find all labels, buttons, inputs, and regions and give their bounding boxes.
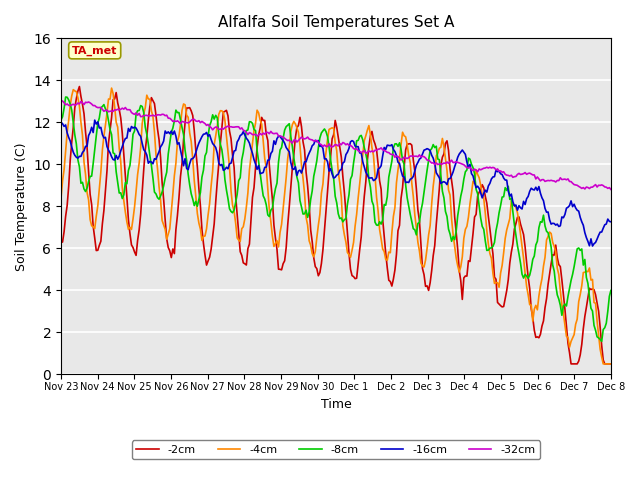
-32cm — [577, 184, 584, 190]
-16cm — [126, 129, 134, 134]
-4cm — [223, 134, 230, 140]
-8cm — [62, 94, 70, 100]
-2cm — [76, 84, 83, 89]
-2cm — [579, 326, 587, 332]
Legend: -2cm, -4cm, -8cm, -16cm, -32cm: -2cm, -4cm, -8cm, -16cm, -32cm — [132, 441, 540, 459]
-16cm — [91, 117, 99, 123]
-32cm — [57, 98, 65, 104]
Line: -2cm: -2cm — [61, 86, 611, 364]
-2cm — [299, 139, 307, 144]
-4cm — [57, 195, 65, 201]
-4cm — [250, 127, 258, 133]
-8cm — [126, 163, 134, 168]
-4cm — [108, 85, 115, 91]
-4cm — [241, 216, 249, 222]
-2cm — [57, 240, 65, 245]
-8cm — [578, 246, 586, 252]
-8cm — [241, 139, 249, 144]
-16cm — [589, 243, 596, 249]
-4cm — [126, 225, 134, 230]
-16cm — [223, 165, 230, 170]
Line: -16cm: -16cm — [61, 120, 611, 246]
-8cm — [598, 338, 605, 344]
-32cm — [239, 127, 247, 133]
Text: TA_met: TA_met — [72, 45, 117, 56]
-2cm — [250, 185, 258, 191]
Title: Alfalfa Soil Temperatures Set A: Alfalfa Soil Temperatures Set A — [218, 15, 454, 30]
-8cm — [57, 117, 65, 123]
-8cm — [250, 127, 258, 132]
Line: -4cm: -4cm — [61, 88, 611, 364]
-2cm — [607, 361, 614, 367]
-32cm — [298, 134, 305, 140]
Line: -32cm: -32cm — [61, 101, 611, 190]
X-axis label: Time: Time — [321, 397, 351, 410]
Y-axis label: Soil Temperature (C): Soil Temperature (C) — [15, 142, 28, 271]
-16cm — [578, 219, 586, 225]
-32cm — [607, 187, 614, 192]
-2cm — [126, 231, 134, 237]
-2cm — [241, 261, 249, 267]
-2cm — [223, 108, 230, 113]
-16cm — [299, 165, 307, 171]
-32cm — [125, 107, 132, 112]
-2cm — [567, 361, 575, 367]
-32cm — [248, 132, 256, 137]
-4cm — [607, 361, 614, 367]
-4cm — [299, 175, 307, 181]
-16cm — [607, 219, 614, 225]
Line: -8cm: -8cm — [61, 97, 611, 341]
-8cm — [223, 187, 230, 193]
-8cm — [607, 288, 614, 293]
-32cm — [221, 125, 228, 131]
-16cm — [57, 120, 65, 125]
-4cm — [600, 361, 607, 367]
-8cm — [299, 211, 307, 217]
-16cm — [250, 157, 258, 163]
-16cm — [241, 132, 249, 138]
-4cm — [578, 283, 586, 288]
